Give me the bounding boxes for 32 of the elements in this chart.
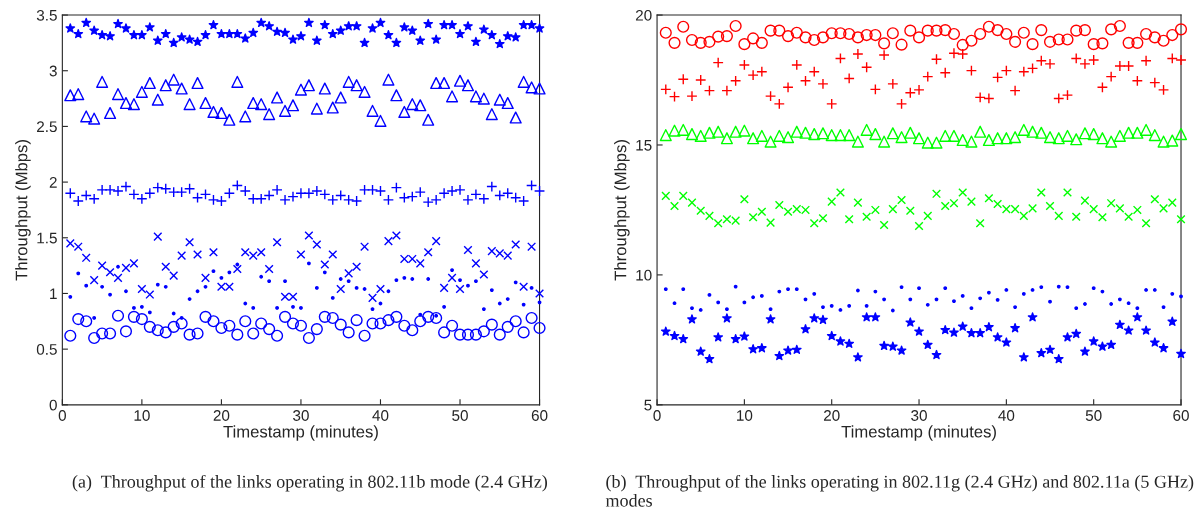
- x-tick-label: 50: [1085, 410, 1102, 421]
- x-axis-title: Timestamp (minutes): [223, 425, 378, 441]
- y-tick-label: 0.5: [36, 344, 57, 355]
- y-tick-label: 2: [49, 176, 57, 188]
- x-tick-label: 50: [452, 410, 468, 421]
- x-tick-label: 0: [58, 410, 66, 421]
- x-tick-label: 10: [737, 410, 753, 421]
- x-tick-label: 60: [531, 410, 548, 421]
- y-tick-label: 1.5: [37, 232, 57, 244]
- x-tick-label: 40: [998, 410, 1015, 421]
- y-tick-label: 2.5: [37, 121, 57, 133]
- x-tick-label: 20: [823, 410, 840, 421]
- y-tick-label: 3: [49, 65, 57, 77]
- y-tick-label: 1: [50, 288, 57, 299]
- text: (a) Throughput of the links operating in 802.11b mode (2.4 GHz): [72, 474, 548, 492]
- y-tick-label: 5: [644, 399, 652, 411]
- x-axis-title: Timestamp (minutes): [841, 425, 996, 441]
- x-tick-label: 0: [653, 410, 661, 421]
- y-tick-label: 0: [49, 399, 57, 411]
- y-axis-title: Throughput (Mbps): [614, 140, 630, 281]
- y-tick-label: 15: [636, 140, 652, 151]
- y-tick-label: 10: [636, 269, 652, 281]
- y-axis-title: Throughput (Mbps): [15, 140, 31, 281]
- y-tick-label: 3.5: [36, 9, 57, 21]
- y-tick-label: 20: [635, 9, 652, 21]
- x-tick-label: 20: [213, 410, 230, 421]
- x-tick-label: 10: [134, 410, 150, 421]
- x-tick-label: 30: [293, 410, 309, 421]
- x-tick-label: 30: [911, 410, 927, 421]
- text: (b) Throughput of the links operating in 802.11g (2.4 GHz) and 802.11a (5 GHz) modes: [605, 474, 1194, 507]
- x-tick-label: 40: [372, 410, 389, 421]
- x-tick-label: 60: [1173, 410, 1189, 421]
